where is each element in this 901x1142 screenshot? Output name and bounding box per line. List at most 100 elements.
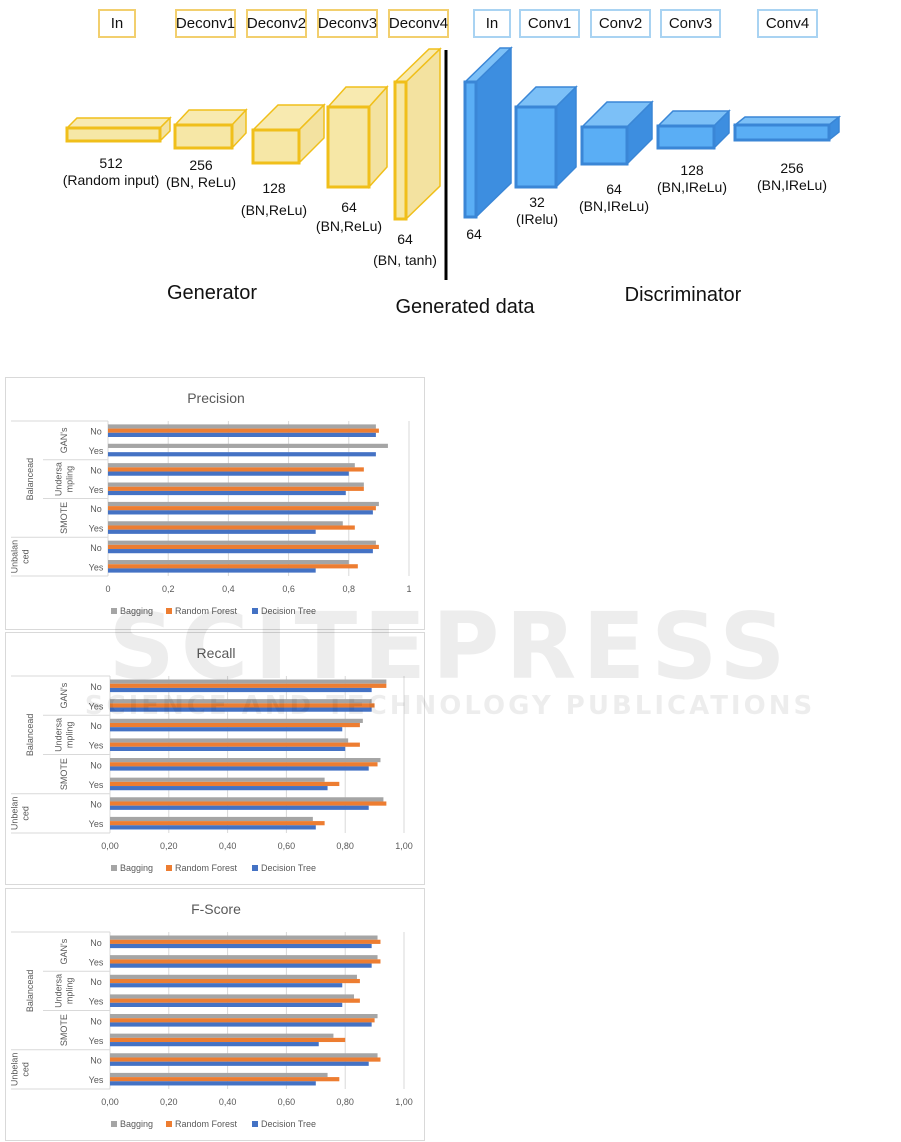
generated-data-caption: Generated data bbox=[395, 296, 535, 318]
group-label-inner: Undersa bbox=[54, 974, 64, 1008]
bar-decision-tree bbox=[110, 1002, 343, 1007]
y-category-label: Yes bbox=[89, 780, 104, 790]
discriminator-block-4 bbox=[732, 115, 842, 142]
legend-label: Random Forest bbox=[175, 863, 238, 873]
discriminator-block-1 bbox=[514, 85, 578, 189]
group-label-inner: GAN's bbox=[59, 938, 69, 964]
generator-block-4 bbox=[393, 47, 442, 221]
bar-decision-tree bbox=[110, 1042, 319, 1047]
legend-swatch bbox=[252, 1121, 258, 1127]
x-tick-label: 0,8 bbox=[343, 584, 356, 594]
group-label-inner: GAN's bbox=[59, 682, 69, 708]
x-tick-label: 0,4 bbox=[222, 584, 235, 594]
bar-bagging bbox=[110, 1053, 378, 1058]
y-category-label: Yes bbox=[89, 446, 104, 456]
bar-bagging bbox=[108, 424, 376, 429]
bar-random-forest bbox=[110, 821, 325, 826]
y-category-label: No bbox=[90, 427, 102, 437]
y-category-label: Yes bbox=[89, 819, 104, 829]
bar-decision-tree bbox=[108, 452, 376, 457]
bar-random-forest bbox=[108, 506, 376, 511]
bar-bagging bbox=[108, 482, 364, 487]
group-label-outer: Unbelan bbox=[10, 1053, 20, 1087]
legend-label: Decision Tree bbox=[261, 863, 316, 873]
bar-bagging bbox=[110, 777, 325, 782]
group-label-inner: mpling bbox=[65, 722, 75, 749]
bar-decision-tree bbox=[110, 825, 316, 830]
bar-random-forest bbox=[110, 1018, 375, 1023]
legend-swatch bbox=[111, 1121, 117, 1127]
x-tick-label: 1,00 bbox=[395, 1097, 413, 1107]
x-tick-label: 0,60 bbox=[278, 1097, 296, 1107]
gen-block-3-label: 64 (BN,ReLu) bbox=[315, 199, 383, 234]
bar-decision-tree bbox=[108, 568, 316, 573]
bar-random-forest bbox=[110, 762, 378, 767]
discriminator-caption: Discriminator bbox=[624, 284, 742, 306]
legend-swatch bbox=[166, 608, 172, 614]
y-category-label: No bbox=[90, 682, 102, 692]
y-category-label: No bbox=[90, 1016, 102, 1026]
group-label-inner: GAN's bbox=[59, 427, 69, 453]
cuboid-front bbox=[326, 105, 371, 189]
generator-block-2 bbox=[251, 103, 326, 165]
y-category-label: Yes bbox=[89, 701, 104, 711]
bar-bagging bbox=[110, 974, 357, 979]
layer-label-deconv3: Deconv3 bbox=[317, 9, 378, 38]
layer-label-deconv2: Deconv2 bbox=[246, 9, 307, 38]
bar-decision-tree bbox=[110, 687, 372, 693]
bar-bagging bbox=[108, 540, 376, 545]
group-label-outer: ced bbox=[21, 1062, 31, 1077]
group-label-inner: Undersa bbox=[54, 462, 64, 496]
precision-chart: Precision 0 0,2 0,4 0,6 0,8 1 No Yes No Yes No Yes No… bbox=[5, 377, 425, 630]
bar-random-forest bbox=[108, 428, 379, 433]
x-tick-label: 0,00 bbox=[101, 1097, 119, 1107]
bar-bagging bbox=[110, 718, 363, 723]
bar-bagging bbox=[110, 955, 378, 960]
group-label-inner: SMOTE bbox=[59, 1014, 69, 1046]
bar-decision-tree bbox=[110, 983, 343, 988]
bar-random-forest bbox=[108, 525, 355, 530]
generator-block-0 bbox=[65, 116, 172, 143]
cuboid-front bbox=[656, 124, 716, 150]
bar-random-forest bbox=[110, 703, 375, 708]
gen-block-2-label: 128 (BN,ReLu) bbox=[240, 180, 308, 218]
bar-decision-tree bbox=[110, 766, 369, 771]
y-category-label: No bbox=[90, 760, 102, 770]
bar-bagging bbox=[110, 699, 372, 704]
bar-decision-tree bbox=[110, 1061, 369, 1066]
bar-bagging bbox=[110, 738, 349, 743]
bar-random-forest bbox=[110, 742, 360, 747]
layer-label-deconv1: Deconv1 bbox=[175, 9, 236, 38]
cuboid-front bbox=[65, 126, 162, 143]
group-label-outer: ced bbox=[21, 806, 31, 821]
bar-bagging bbox=[108, 463, 355, 468]
x-tick-label: 0,80 bbox=[336, 841, 354, 851]
bar-decision-tree bbox=[108, 432, 376, 437]
group-label-inner: mpling bbox=[65, 978, 75, 1005]
x-tick-label: 0 bbox=[105, 584, 110, 594]
legend-swatch bbox=[111, 608, 117, 614]
y-category-label: No bbox=[90, 721, 102, 731]
y-category-label: Yes bbox=[89, 485, 104, 495]
layer-label-dis-in: In bbox=[473, 9, 511, 38]
bar-decision-tree bbox=[108, 490, 346, 496]
discriminator-block-0 bbox=[463, 46, 513, 219]
cuboid-front bbox=[173, 123, 234, 150]
group-label-outer: ced bbox=[21, 549, 31, 564]
group-label-inner: SMOTE bbox=[59, 502, 69, 534]
bar-decision-tree bbox=[108, 549, 373, 554]
y-category-label: Yes bbox=[89, 741, 104, 751]
group-label-inner: mpling bbox=[65, 466, 75, 493]
f-score-chart: F-Score 0,00 0,20 0,40 0,60 0,80 1,00 No Yes No Ye… bbox=[5, 888, 425, 1141]
y-category-label: Yes bbox=[89, 1036, 104, 1046]
cuboid-front bbox=[733, 123, 831, 142]
x-tick-label: 0,20 bbox=[160, 841, 178, 851]
cuboid-front bbox=[580, 125, 629, 166]
group-label-outer: Unbalan bbox=[10, 540, 20, 574]
bar-bagging bbox=[110, 816, 313, 822]
bar-random-forest bbox=[110, 939, 381, 944]
x-tick-label: 0,60 bbox=[278, 841, 296, 851]
x-tick-label: 0,20 bbox=[160, 1097, 178, 1107]
x-tick-label: 0,2 bbox=[162, 584, 175, 594]
bar-bagging bbox=[108, 560, 349, 565]
